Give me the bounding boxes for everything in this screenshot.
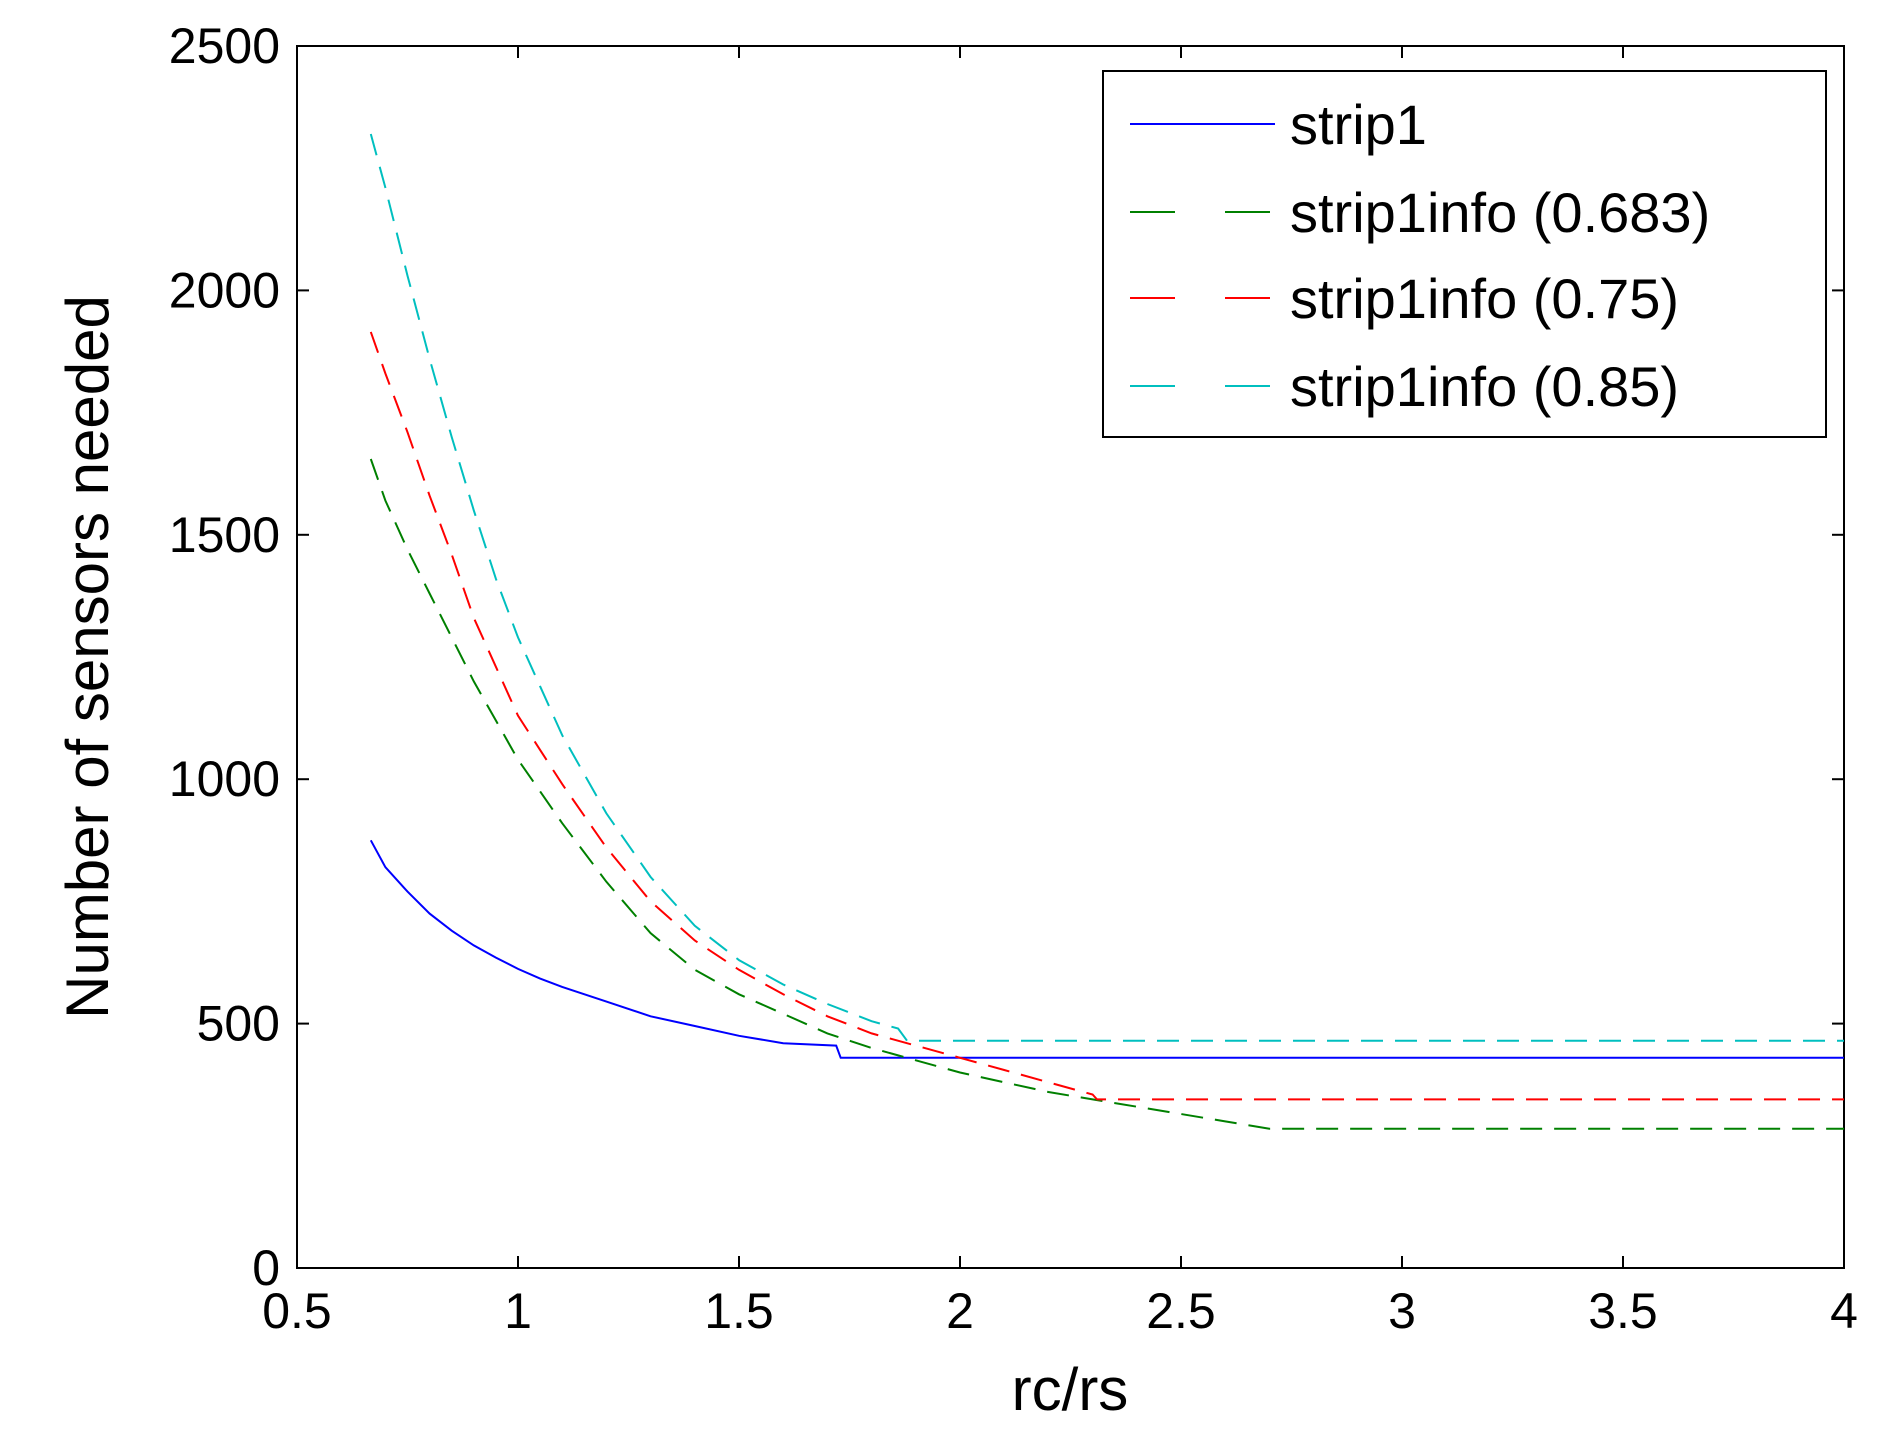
y-axis-label: Number of sensors needed: [54, 295, 121, 1019]
series-line-1: [369, 839, 1844, 1059]
x-tick-label: 0.5: [262, 1283, 332, 1339]
x-tick-label: 2: [946, 1283, 974, 1339]
legend-label: strip1info (0.85): [1290, 355, 1679, 418]
legend-label: strip1: [1290, 93, 1427, 156]
legend-label: strip1info (0.75): [1290, 267, 1679, 330]
x-tick-label: 4: [1830, 1283, 1858, 1339]
series-line-2: [369, 458, 1844, 1130]
legend-label: strip1info (0.683): [1290, 181, 1710, 244]
x-tick-label: 1.5: [704, 1283, 774, 1339]
series-layer: [369, 133, 1844, 1130]
y-tick-label: 1000: [169, 751, 280, 807]
legend-box: [1102, 70, 1827, 438]
y-tick-label: 500: [197, 996, 280, 1052]
y-tick-label: 0: [252, 1240, 280, 1296]
legend: strip1 strip1info (0.683) strip1info (0.75…: [1102, 70, 1827, 438]
y-tick-label: 2500: [169, 18, 280, 74]
x-tick-label: 1: [504, 1283, 532, 1339]
x-axis-label: rc/rs: [1012, 1356, 1129, 1423]
tick-layer: 0.5 1 1.5 2 2.5 3 3.5 4 0 500 1000 1500 2000 2500: [169, 18, 1858, 1339]
x-tick-label: 3.5: [1588, 1283, 1658, 1339]
x-tick-label: 3: [1388, 1283, 1416, 1339]
series-line-4: [369, 133, 1844, 1042]
y-tick-label: 2000: [169, 262, 280, 318]
y-tick-label: 1500: [169, 507, 280, 563]
x-tick-label: 2.5: [1146, 1283, 1216, 1339]
